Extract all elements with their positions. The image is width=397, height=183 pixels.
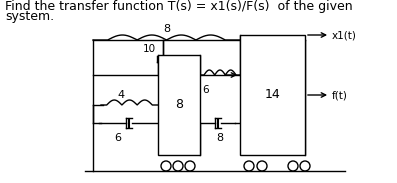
Text: Find the transfer function T(s) = x1(s)/F(s)  of the given: Find the transfer function T(s) = x1(s)/… bbox=[5, 0, 353, 13]
Text: f(t): f(t) bbox=[332, 90, 348, 100]
Text: x1(t): x1(t) bbox=[332, 30, 357, 40]
Text: 4: 4 bbox=[117, 90, 124, 100]
Text: x2(t): x2(t) bbox=[242, 63, 266, 73]
Text: system.: system. bbox=[5, 10, 54, 23]
Text: 8: 8 bbox=[175, 98, 183, 111]
Text: 6: 6 bbox=[114, 133, 121, 143]
Text: 6: 6 bbox=[202, 85, 209, 95]
Text: 14: 14 bbox=[265, 89, 280, 102]
Text: 8: 8 bbox=[163, 24, 170, 34]
Text: 8: 8 bbox=[216, 133, 224, 143]
Text: 10: 10 bbox=[143, 44, 156, 54]
Bar bbox=[240, 35, 305, 155]
Bar bbox=[158, 55, 200, 155]
